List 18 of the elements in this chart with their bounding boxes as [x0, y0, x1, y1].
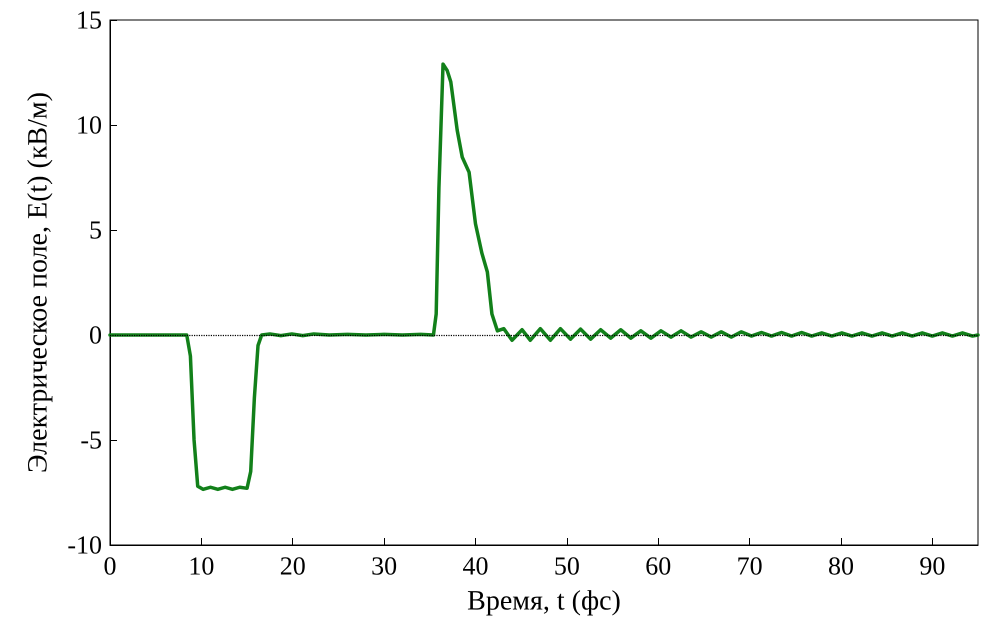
x-tick-label: 60 [645, 552, 672, 580]
line-series [108, 62, 980, 492]
x-tick-label: 80 [828, 552, 854, 580]
y-tick-label: 15 [76, 6, 102, 34]
y-tick-label: 5 [89, 216, 102, 244]
y-tick-label: 10 [76, 110, 102, 140]
x-tick-label: 40 [462, 552, 488, 580]
x-tick-label: 30 [371, 552, 398, 580]
x-tick-label: 50 [554, 552, 580, 580]
x-tick-label: 20 [280, 552, 306, 580]
y-tick-label: 0 [89, 320, 102, 350]
y-tick-label: -5 [80, 426, 102, 454]
y-tick-label: -10 [67, 530, 102, 560]
y-axis-title: Электрическое поле, E(t) (кВ/м) [22, 92, 54, 473]
x-axis-title: Время, t (фс) [467, 586, 621, 616]
x-tick-label: 10 [188, 552, 214, 580]
x-tick-label: 70 [736, 552, 763, 580]
x-tick-label: 90 [919, 552, 946, 580]
